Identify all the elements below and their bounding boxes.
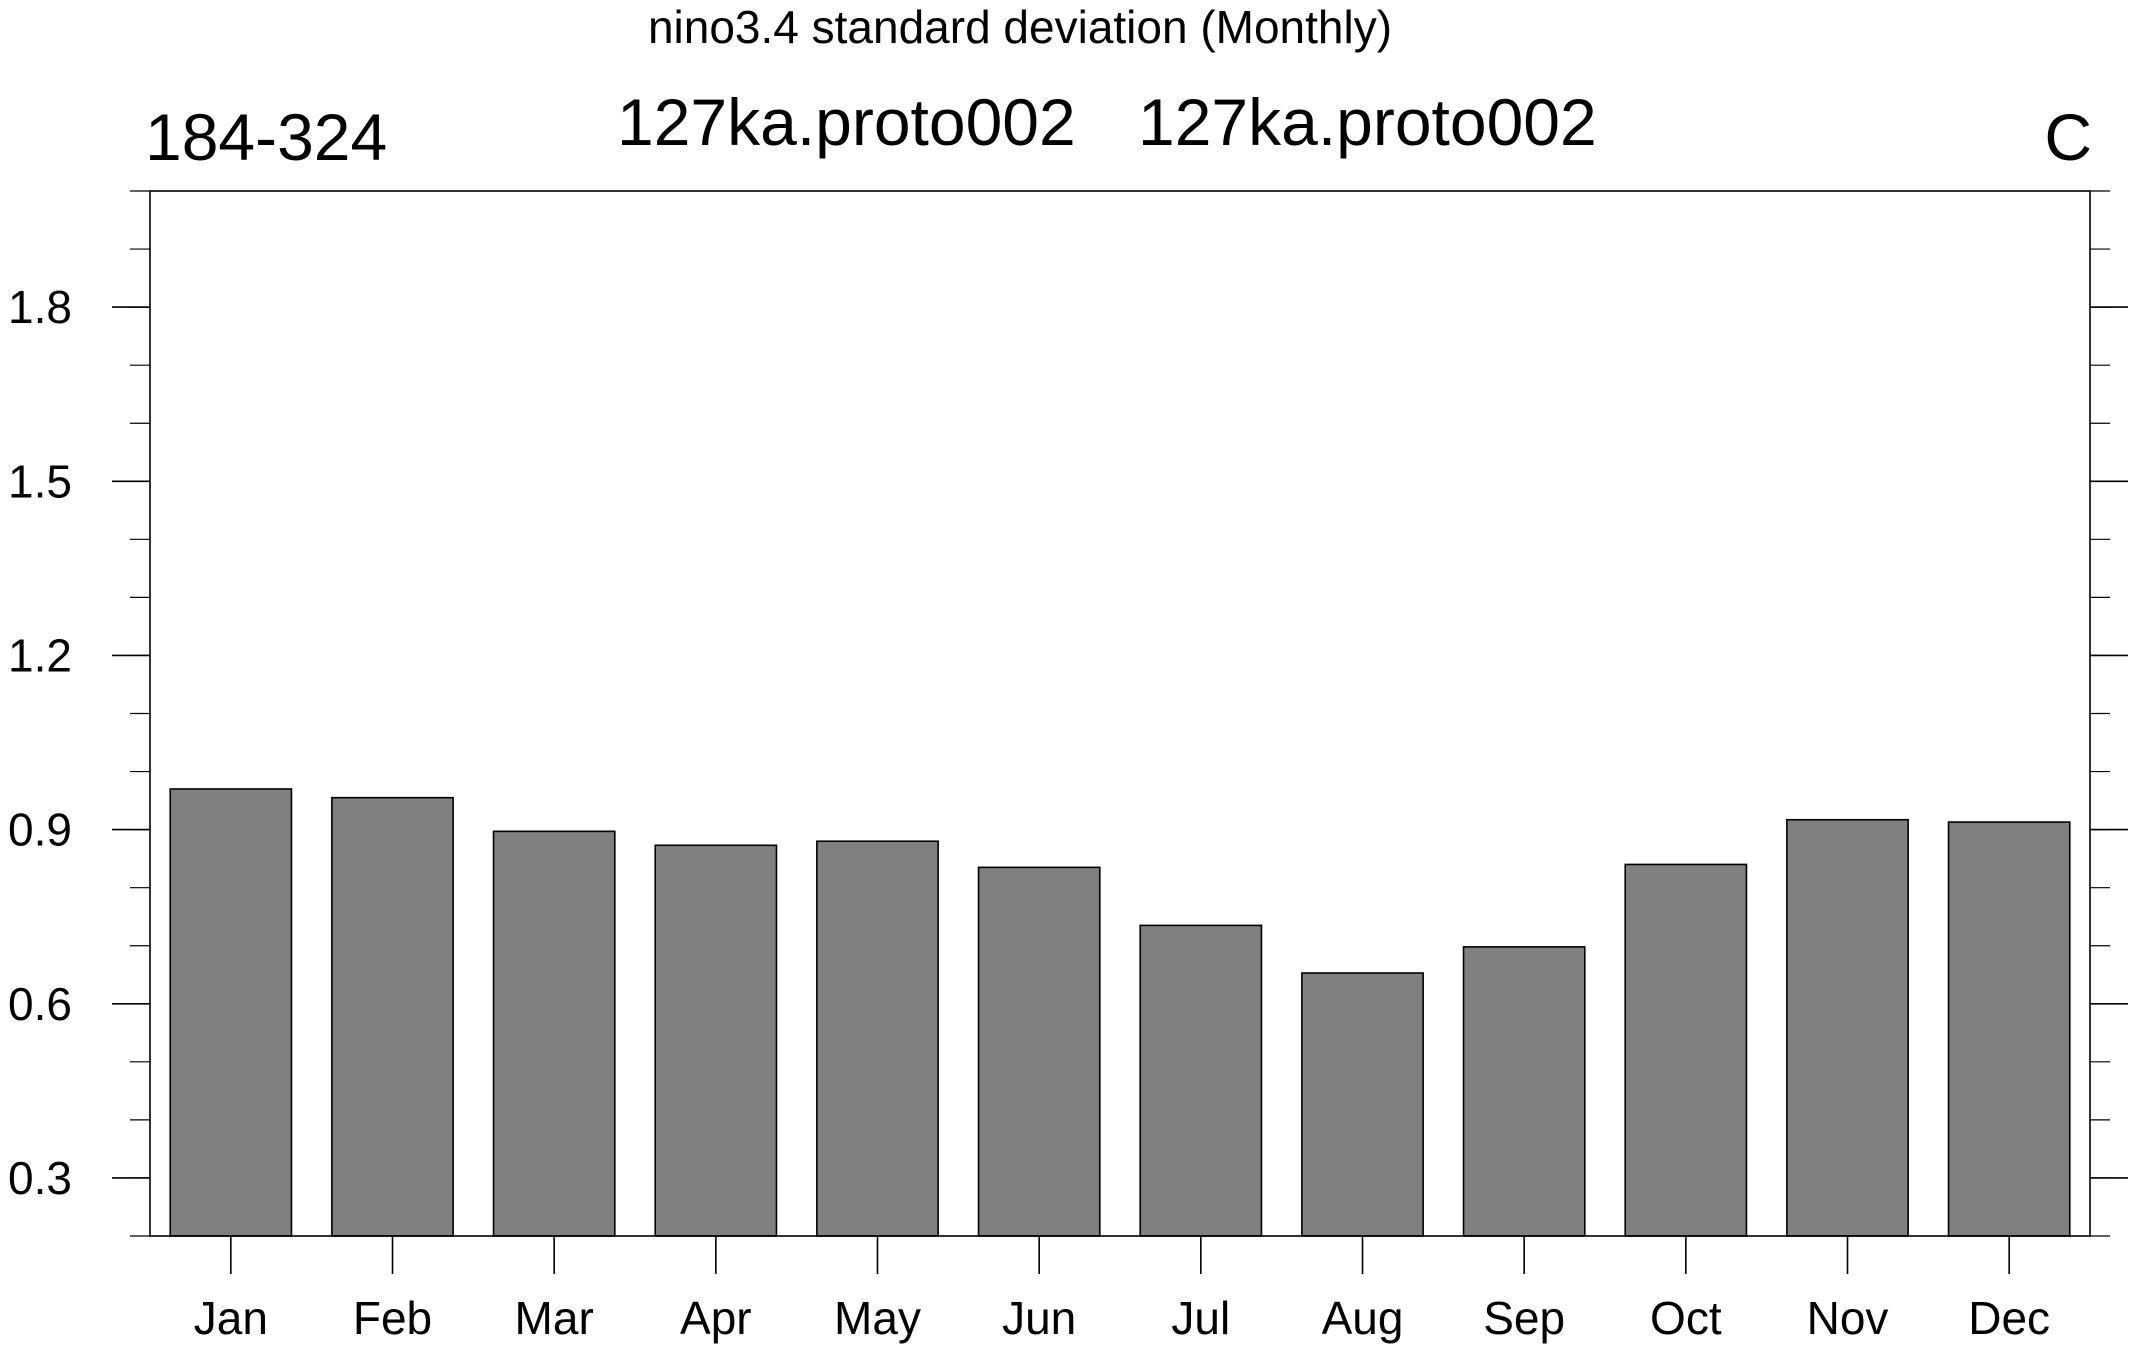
center-string-2: 127ka.proto002: [1138, 85, 1597, 159]
right-string: C: [2044, 100, 2092, 174]
x-tick-label: Aug: [1322, 1292, 1404, 1344]
y-tick-label: 0.6: [8, 978, 72, 1030]
bar-apr: [654, 844, 778, 1237]
x-tick-label: Sep: [1483, 1292, 1565, 1344]
y-axis-left: 0.3 0.6 0.9 1.2 1.5 1.8: [8, 190, 150, 1237]
x-tick-label: Jun: [1002, 1292, 1076, 1344]
bars-group: [169, 788, 2071, 1237]
y-tick-label: 1.2: [8, 629, 72, 681]
y-tick-label: 1.5: [8, 455, 72, 507]
y-tick-label: 1.8: [8, 281, 72, 333]
bar-sep: [1462, 946, 1586, 1237]
x-tick-label: Dec: [1968, 1292, 2050, 1344]
left-string: 184-324: [145, 100, 387, 174]
bar-nov: [1786, 818, 1909, 1237]
center-string-1: 127ka.proto002: [617, 85, 1076, 159]
bar-mar: [492, 830, 616, 1237]
x-tick-label: Feb: [353, 1292, 432, 1344]
x-tick-label: Jan: [194, 1292, 268, 1344]
y-tick-label: 0.9: [8, 804, 72, 856]
bar-dec: [1947, 821, 2071, 1237]
y-tick-label: 0.3: [8, 1152, 72, 1204]
bar-feb: [331, 796, 454, 1237]
x-tick-label: Nov: [1807, 1292, 1889, 1344]
x-axis: Jan Feb Mar Apr May Jun Jul Aug Sep Oct Nov Dec: [194, 1236, 2050, 1344]
x-tick-label: Mar: [515, 1292, 594, 1344]
x-tick-label: May: [834, 1292, 921, 1344]
bar-jul: [1139, 924, 1263, 1237]
x-tick-label: Oct: [1650, 1292, 1722, 1344]
chart-title: nino3.4 standard deviation (Monthly): [648, 1, 1392, 53]
bar-jun: [977, 866, 1101, 1237]
bar-aug: [1301, 972, 1424, 1237]
bar-may: [816, 840, 939, 1237]
y-axis-right: [2090, 190, 2128, 1237]
x-tick-label: Jul: [1171, 1292, 1230, 1344]
x-tick-label: Apr: [680, 1292, 752, 1344]
bar-jan: [169, 788, 293, 1237]
plot-frame: [149, 190, 2091, 1237]
bar-oct: [1624, 863, 1748, 1237]
